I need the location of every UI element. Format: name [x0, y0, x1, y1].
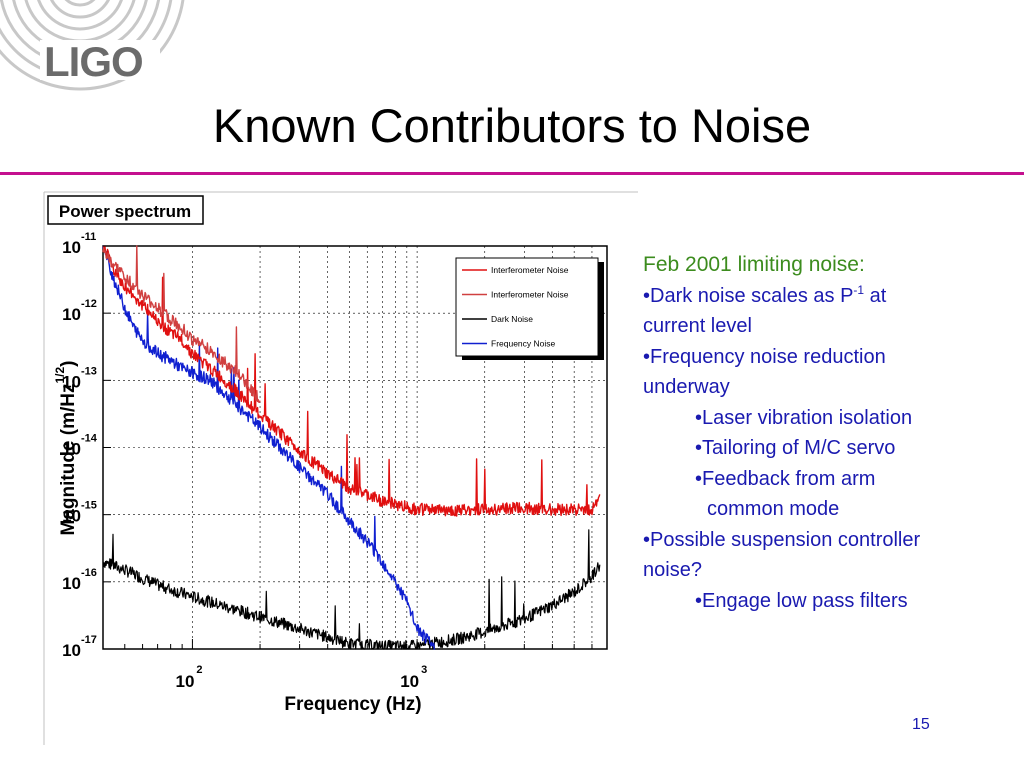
y-tick-label: 10 [62, 372, 81, 391]
note-laser-vibration: •Laser vibration isolation [695, 406, 913, 429]
y-tick-label: 10 [62, 641, 81, 660]
legend-box [455, 257, 599, 357]
note-frequency-reduction-line2: underway [643, 376, 730, 398]
note-dark-noise-line2: current level [643, 315, 752, 337]
legend-label: Dark Noise [491, 314, 533, 324]
axis-ticks: 10-1110-1210-1310-1410-1510-1610-1710210… [62, 231, 593, 691]
y-tick-label: 10 [62, 305, 81, 324]
series-line-interferometer-noise [102, 245, 601, 517]
ligo-logo-arcs [0, 0, 185, 91]
y-axis-label-sup: 1/2 [53, 367, 67, 384]
series-line-frequency-noise [102, 245, 435, 650]
x-tick-label: 10 [175, 672, 194, 691]
note-low-pass: •Engage low pass filters [695, 589, 908, 612]
note-tailoring: •Tailoring of M/C servo [695, 437, 896, 459]
legend-label: Interferometer Noise [491, 265, 569, 275]
legend-label: Interferometer Noise [491, 290, 569, 300]
y-tick-exponent: -12 [81, 298, 97, 310]
x-tick-label: 10 [400, 672, 419, 691]
note-dark-noise: •Dark noise scales as P-1 at [643, 281, 1018, 312]
page-number: 15 [912, 716, 930, 733]
note-suspension-line2: noise? [643, 559, 702, 581]
slide-title: Known Contributors to Noise [212, 99, 812, 152]
notes-heading: Feb 2001 limiting noise: [643, 253, 865, 276]
y-tick-label: 10 [62, 238, 81, 257]
y-tick-exponent: -17 [81, 634, 97, 646]
series-line-interferometer-noise [102, 245, 261, 403]
title-rule [0, 172, 1024, 175]
note-dark-noise-text: •Dark noise scales as P [643, 284, 854, 307]
note-dark-noise-exponent: -1 [853, 282, 865, 297]
y-tick-label: 10 [62, 574, 81, 593]
x-tick-exponent: 3 [421, 664, 427, 676]
y-axis-label-group: Magnitude (m/Hz1/2) [53, 360, 79, 535]
y-axis-label: Magnitude (m/Hz [58, 384, 79, 536]
legend: Interferometer Noise Interferometer Noise… [455, 257, 604, 360]
y-axis-label-close: ) [58, 360, 79, 366]
notes-panel: Feb 2001 limiting noise: •Dark noise sca… [643, 250, 1018, 616]
y-tick-exponent: -13 [81, 365, 97, 377]
series-line-dark-noise [102, 529, 601, 650]
y-tick-label: 10 [62, 440, 81, 459]
note-suspension: •Possible suspension controller [643, 528, 921, 551]
chart-title-box [47, 195, 204, 225]
note-frequency-reduction: •Frequency noise reduction [643, 345, 886, 368]
svg-text:Magnitude (m/Hz1/2): Magnitude (m/Hz1/2) [53, 360, 79, 535]
y-tick-exponent: -15 [81, 500, 97, 512]
x-axis-label: Frequency (Hz) [284, 694, 421, 715]
note-dark-noise-tail: at [864, 284, 887, 307]
x-tick-exponent: 2 [196, 664, 202, 676]
y-tick-exponent: -14 [81, 433, 98, 445]
ligo-logo: LIGO [44, 38, 144, 85]
chart-title: Power spectrum [59, 202, 191, 221]
y-tick-exponent: -16 [81, 567, 97, 579]
y-tick-label: 10 [62, 507, 81, 526]
note-feedback-line2: common mode [707, 498, 840, 520]
legend-label: Frequency Noise [491, 339, 556, 349]
series-layer [102, 245, 601, 650]
y-tick-exponent: -11 [81, 231, 96, 243]
note-feedback: •Feedback from arm [695, 467, 876, 490]
